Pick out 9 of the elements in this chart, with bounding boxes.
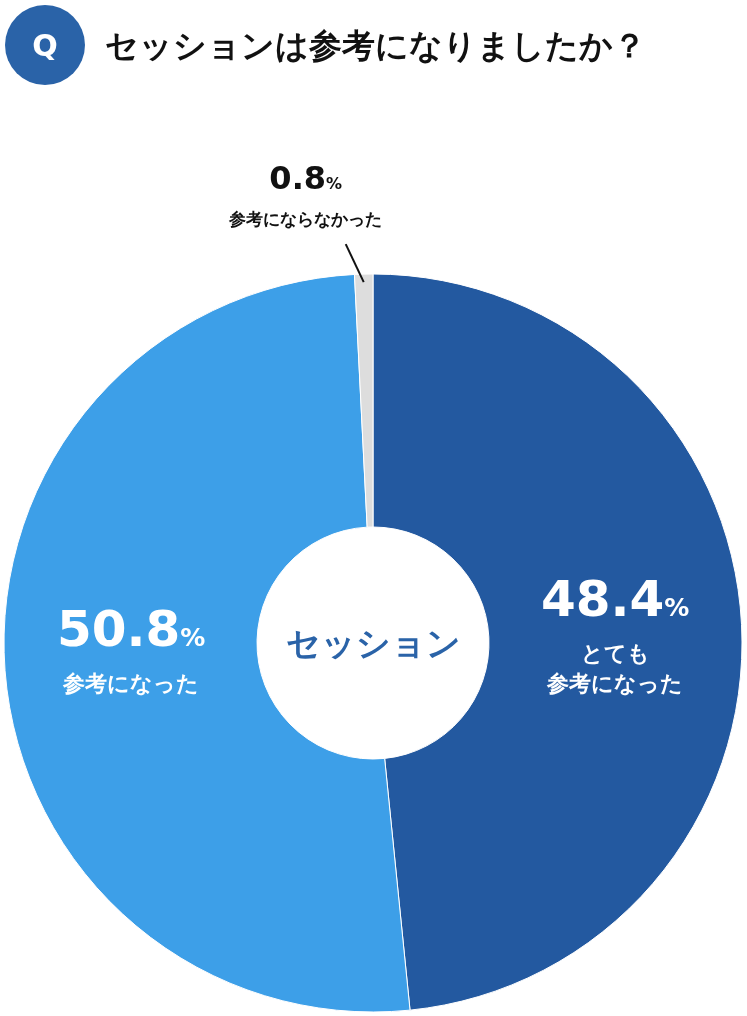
slice-label: 参考になった — [62, 671, 200, 697]
chart-title: セッションは参考になりましたか？ — [105, 26, 646, 65]
text: セッション — [285, 623, 461, 663]
data-label: 0.8% — [269, 159, 343, 198]
slice-label: とても参考になった — [546, 640, 684, 696]
data-label: 48.4% — [540, 569, 690, 628]
text: Q — [32, 28, 58, 63]
data-label: 50.8% — [56, 600, 206, 659]
slice-label: 参考にならなかった — [228, 209, 383, 230]
